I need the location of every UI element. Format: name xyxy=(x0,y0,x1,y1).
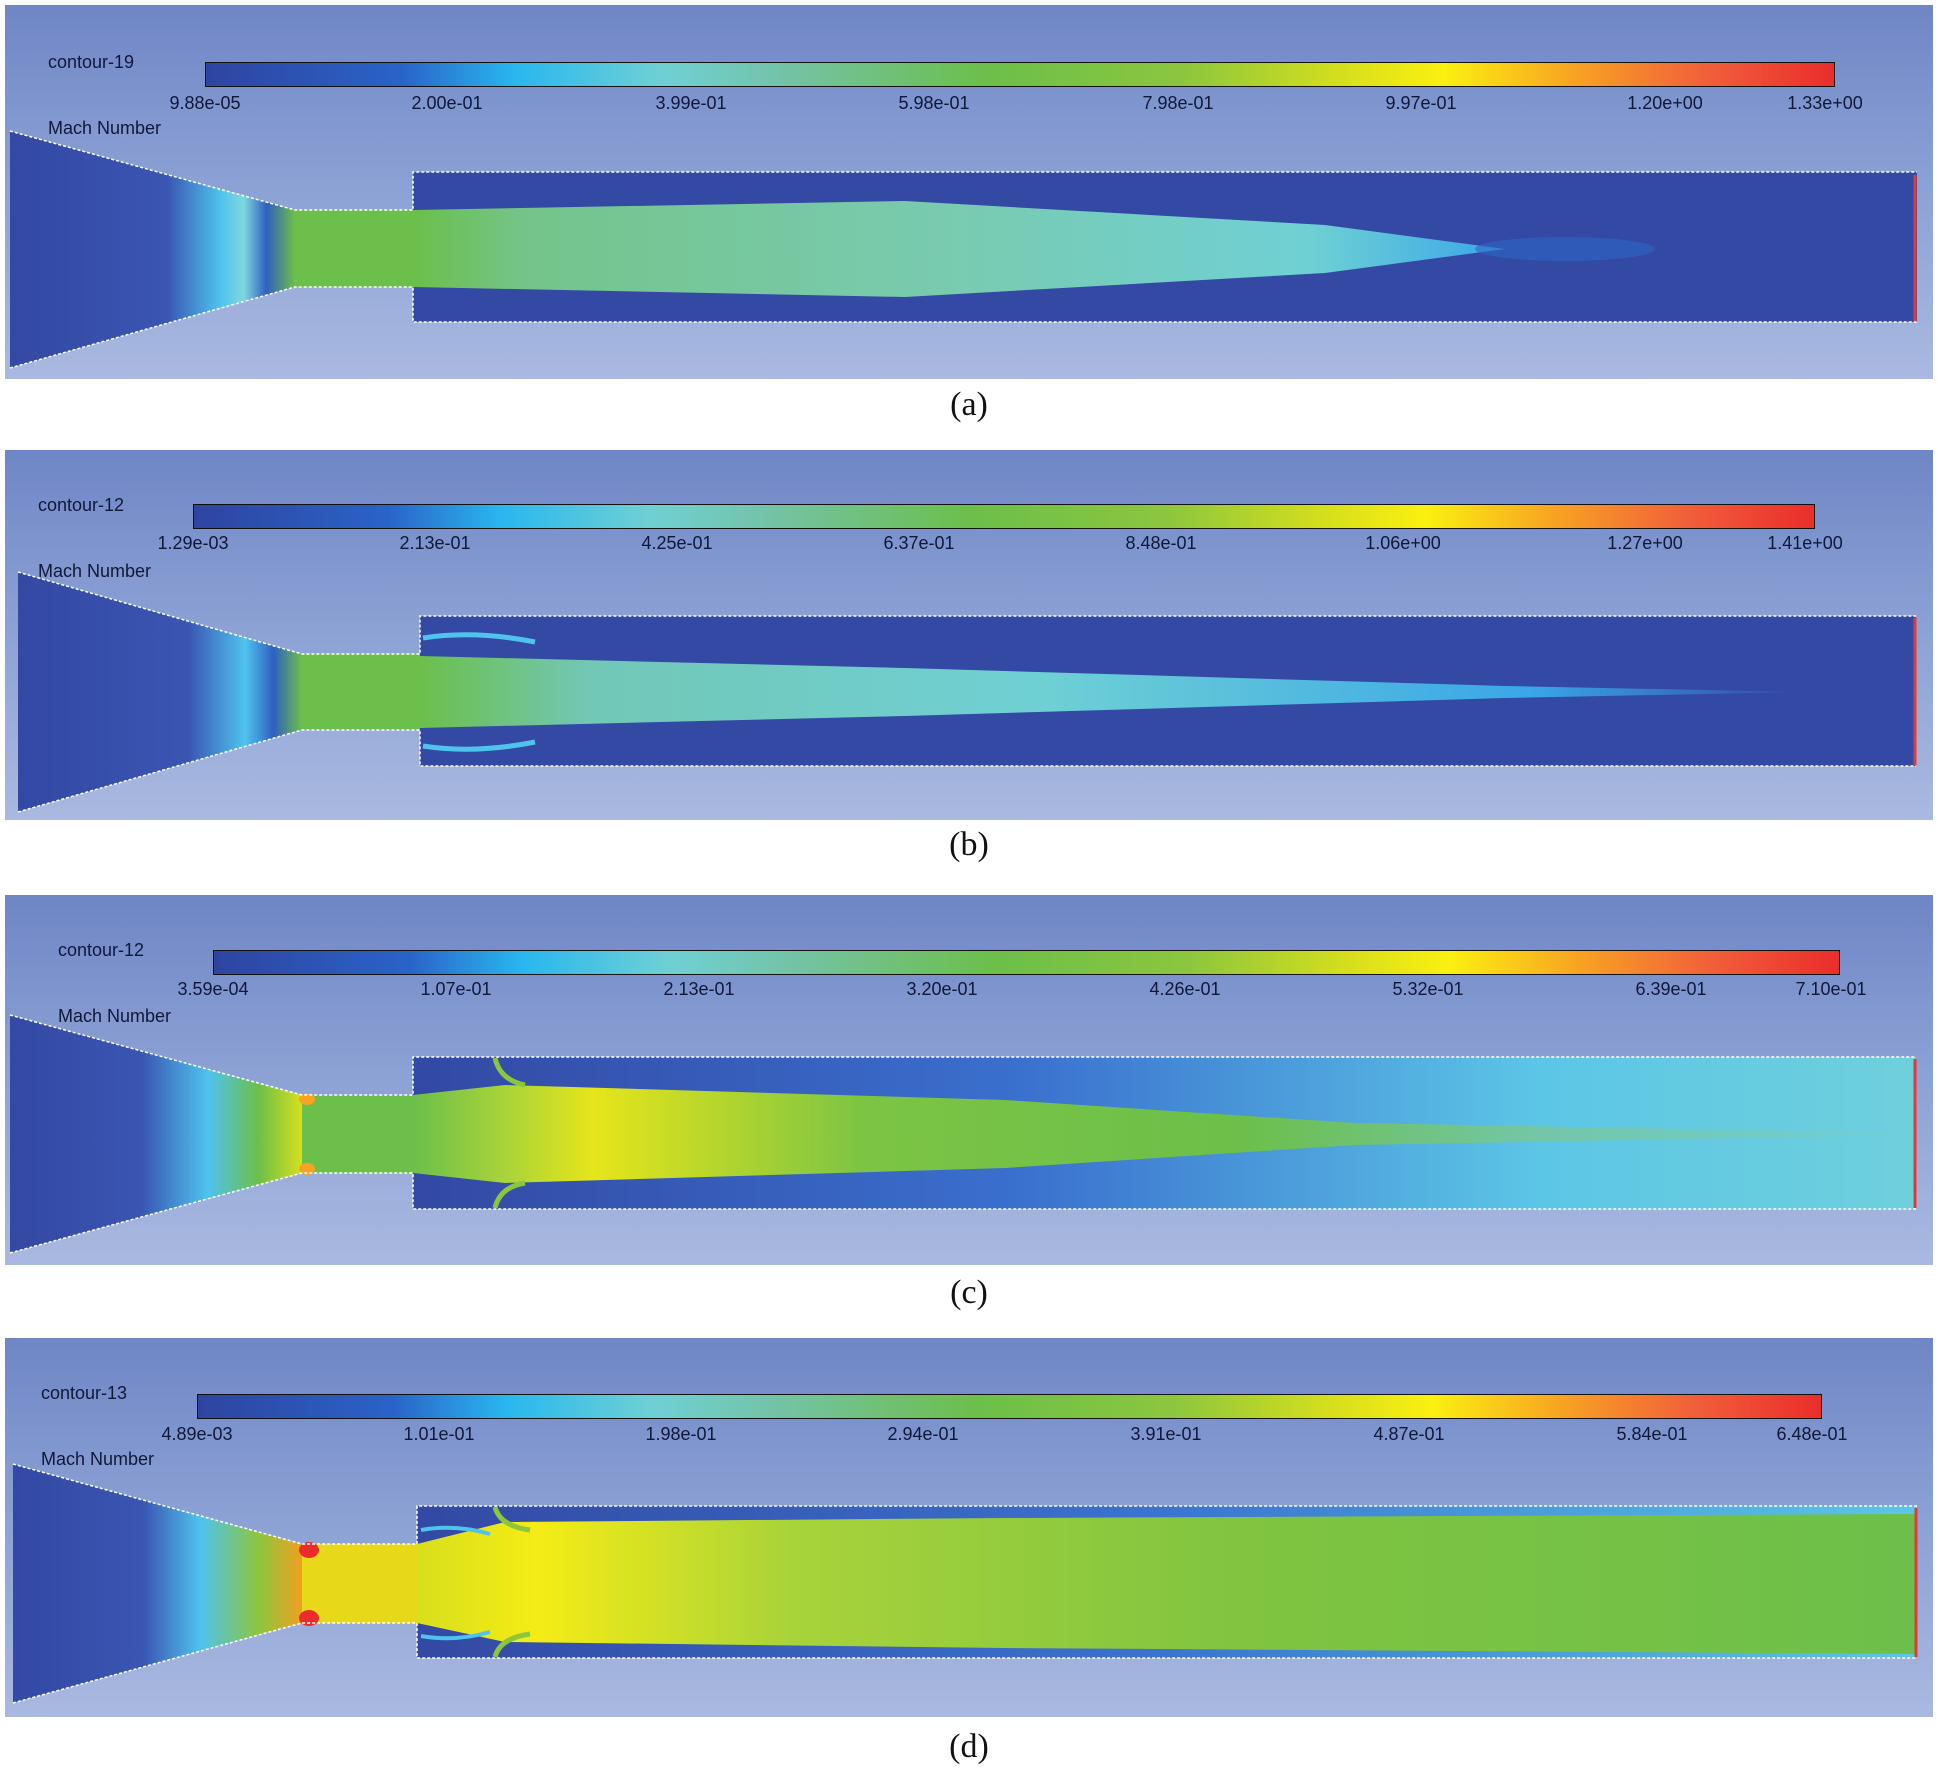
panel-d-shear-layer-upper xyxy=(492,1506,531,1533)
panel-a-inlet-cone xyxy=(10,131,295,368)
panel-b-jet-core xyxy=(420,656,1805,728)
panel-b-variable-name: Mach Number xyxy=(38,561,152,581)
panel-a-tick-4: 7.98e-01 xyxy=(1142,93,1214,113)
panel-a-wall-outline-lower xyxy=(9,286,1917,369)
panel-a-tick-0: 9.88e-05 xyxy=(169,93,241,113)
panel-d-tick-2: 1.98e-01 xyxy=(645,1424,717,1444)
panel-b-throat xyxy=(302,654,420,730)
panel-c-tick-7: 7.10e-01 xyxy=(1795,979,1867,999)
panel-b-tick-7: 1.41e+00 xyxy=(1767,533,1843,553)
panel-c-shear-layer-lower xyxy=(492,1180,526,1209)
panel-d-flow-domain xyxy=(12,1463,1918,1704)
panel-c-caption: (c) xyxy=(950,1274,988,1311)
contour-panel-d: contour-13 Mach Number 4.89e-03 1.01e-01… xyxy=(5,1338,1933,1717)
panel-d-variable-name: Mach Number xyxy=(41,1449,155,1469)
panel-d-wall-outline xyxy=(12,1463,1917,1545)
panel-a-jet-core xyxy=(413,201,1505,297)
panel-a-colorbar xyxy=(205,62,1835,87)
panel-b-tick-0: 1.29e-03 xyxy=(157,533,229,553)
panel-d-contour-name: contour-13 xyxy=(41,1383,128,1403)
panel-c-tick-6: 6.39e-01 xyxy=(1635,979,1707,999)
panel-a-throat xyxy=(295,210,413,287)
panel-a-caption: (a) xyxy=(950,386,988,423)
panel-d-tick-5: 4.87e-01 xyxy=(1373,1424,1445,1444)
panel-d-recirculation-lower xyxy=(420,1630,491,1641)
panel-a-contour-name: contour-19 xyxy=(48,52,135,72)
panel-a-tick-6: 1.20e+00 xyxy=(1627,93,1703,113)
contour-panel-c: contour-12 Mach Number 3.59e-04 1.07e-01… xyxy=(5,895,1933,1265)
panel-d-shear-layer-lower xyxy=(492,1631,531,1658)
panel-c-variable-name: Mach Number xyxy=(58,1006,172,1026)
panel-b-tick-2: 4.25e-01 xyxy=(641,533,713,553)
panel-a-tick-1: 2.00e-01 xyxy=(411,93,483,113)
panel-a-flow-domain xyxy=(9,130,1917,369)
panel-d-tick-1: 1.01e-01 xyxy=(403,1424,475,1444)
panel-d-throat xyxy=(302,1544,417,1623)
panel-a-wall-outline xyxy=(9,130,1917,211)
panel-a-title: contour-19 Mach Number xyxy=(48,7,161,183)
panel-b-recirculation-lower xyxy=(422,739,536,752)
panel-a-jet-tail xyxy=(1475,237,1655,261)
panel-c-tick-1: 1.07e-01 xyxy=(420,979,492,999)
panel-d-throat-hotspot-lower xyxy=(299,1610,319,1626)
panel-d-jet-core xyxy=(417,1514,1916,1654)
panel-b-flow-domain xyxy=(17,571,1917,813)
panel-c-title: contour-12 Mach Number xyxy=(58,895,171,1071)
panel-a-variable-name: Mach Number xyxy=(48,118,162,138)
panel-b-colorbar xyxy=(193,504,1815,529)
contour-panel-b: contour-12 Mach Number 1.29e-03 2.13e-01… xyxy=(5,450,1933,820)
panel-a-tick-7: 1.33e+00 xyxy=(1787,93,1863,113)
panel-c-tick-4: 4.26e-01 xyxy=(1149,979,1221,999)
panel-c-shear-layer-upper xyxy=(492,1057,526,1088)
panel-c-inlet-cone xyxy=(10,1015,302,1253)
panel-c-jet-core xyxy=(413,1085,1916,1183)
panel-c-throat-hotspot-upper xyxy=(299,1093,315,1105)
panel-c-wall-outline xyxy=(9,1014,1916,1096)
panel-c-tick-2: 2.13e-01 xyxy=(663,979,735,999)
panel-d-title: contour-13 Mach Number xyxy=(41,1338,154,1514)
panel-b-tick-5: 1.06e+00 xyxy=(1365,533,1441,553)
panel-a-tick-5: 9.97e-01 xyxy=(1385,93,1457,113)
panel-b-contour-name: contour-12 xyxy=(38,495,125,515)
panel-d-caption: (d) xyxy=(949,1728,989,1765)
panel-c-throat xyxy=(302,1095,413,1173)
panel-c-tick-5: 5.32e-01 xyxy=(1392,979,1464,999)
panel-a-tick-3: 5.98e-01 xyxy=(898,93,970,113)
panel-d-throat-hotspot-upper xyxy=(299,1542,319,1558)
panel-b-caption: (b) xyxy=(949,826,989,863)
panel-c-tick-0: 3.59e-04 xyxy=(177,979,249,999)
panel-b-tick-3: 6.37e-01 xyxy=(883,533,955,553)
panel-d-tick-0: 4.89e-03 xyxy=(161,1424,233,1444)
panel-b-wall-outline xyxy=(17,571,1916,655)
panel-c-tick-3: 3.20e-01 xyxy=(906,979,978,999)
panel-b-wall-outline-lower xyxy=(17,729,1916,813)
panel-c-wall-outline-lower xyxy=(9,1172,1916,1254)
panel-a-tick-2: 3.99e-01 xyxy=(655,93,727,113)
panel-d-colorbar xyxy=(197,1394,1822,1419)
panel-d-tick-3: 2.94e-01 xyxy=(887,1424,959,1444)
contour-panel-a: contour-19 Mach Number 9.88e-05 2.00e-01… xyxy=(5,5,1933,379)
panel-b-title: contour-12 Mach Number xyxy=(38,450,151,626)
panel-d-tick-7: 6.48e-01 xyxy=(1776,1424,1848,1444)
panel-b-tick-6: 1.27e+00 xyxy=(1607,533,1683,553)
panel-b-tick-4: 8.48e-01 xyxy=(1125,533,1197,553)
panel-c-throat-hotspot-lower xyxy=(299,1163,315,1175)
panel-d-recirculation-upper xyxy=(420,1525,491,1536)
panel-b-recirculation-upper xyxy=(422,632,536,645)
panel-d-tick-6: 5.84e-01 xyxy=(1616,1424,1688,1444)
panel-b-inlet-cone xyxy=(18,572,302,812)
panel-b-tick-1: 2.13e-01 xyxy=(399,533,471,553)
panel-d-tick-4: 3.91e-01 xyxy=(1130,1424,1202,1444)
panel-d-inlet-cone xyxy=(13,1464,302,1703)
panel-c-colorbar xyxy=(213,950,1840,975)
panel-c-contour-name: contour-12 xyxy=(58,940,145,960)
panel-c-flow-domain xyxy=(9,1014,1917,1254)
